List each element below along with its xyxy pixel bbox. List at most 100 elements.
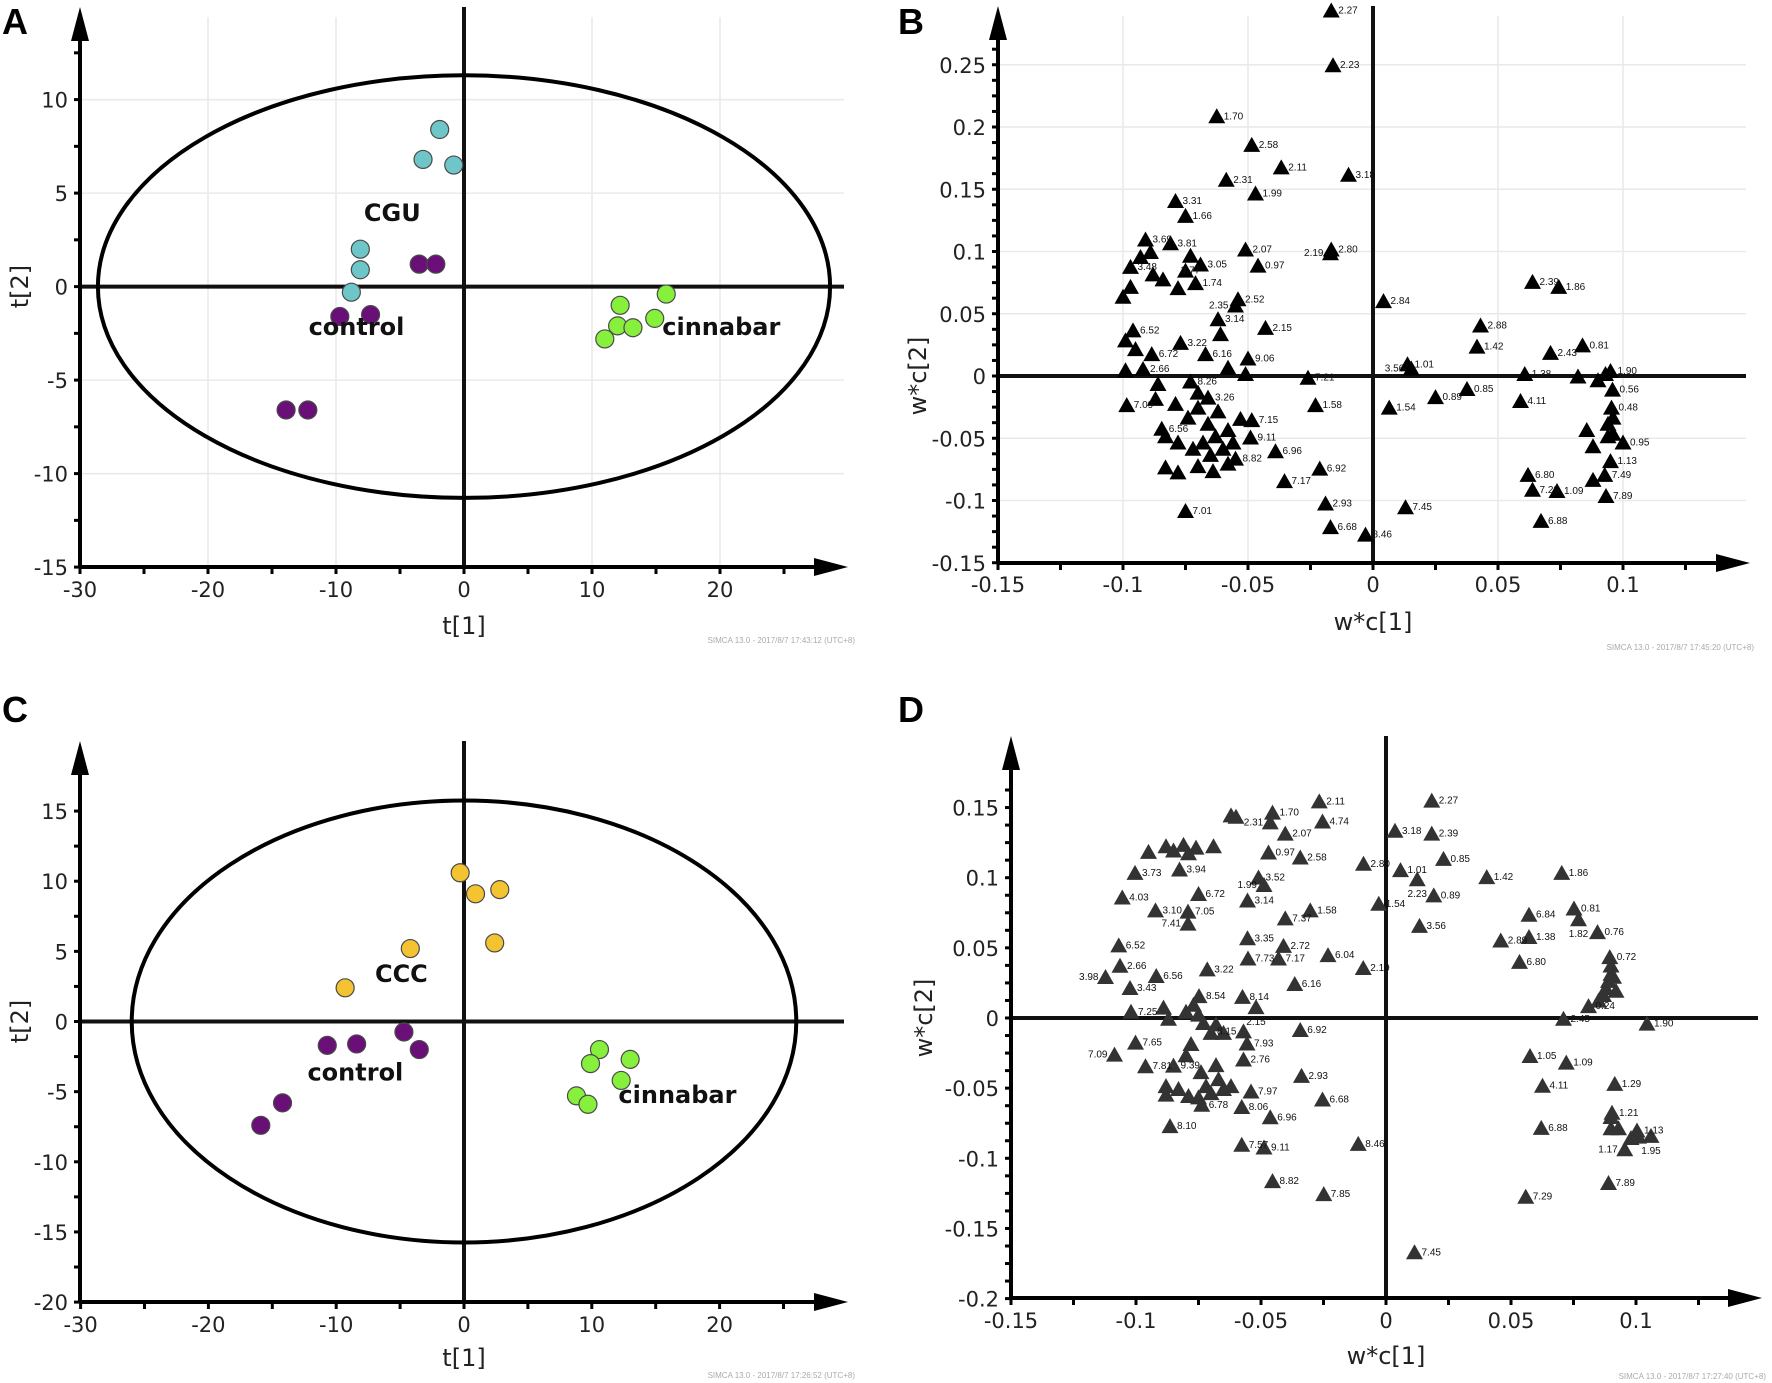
loading-triangle (1584, 471, 1602, 487)
loading-triangle (1553, 864, 1571, 880)
loading-triangle (1147, 390, 1164, 406)
loading-triangle (1157, 428, 1174, 444)
loading-triangle (1126, 864, 1144, 880)
loading-triangle (1249, 257, 1267, 273)
loading-label: 3.18 (1356, 170, 1376, 181)
loading-label: 9.39 (1181, 1061, 1201, 1072)
loading-label: 8.14 (1250, 992, 1270, 1003)
loading-triangle (1167, 395, 1184, 411)
loading-label: 7.97 (1258, 1086, 1278, 1097)
score-point (623, 318, 643, 338)
loading-triangle (1117, 362, 1134, 378)
x-tick-label: 0 (1379, 1309, 1392, 1333)
loading-triangle (1548, 483, 1566, 499)
loading-triangle (1542, 344, 1559, 360)
loading-triangle (1519, 466, 1537, 482)
loading-triangle (1427, 389, 1444, 405)
loading-triangle (1267, 443, 1284, 459)
loading-triangle (1169, 434, 1187, 450)
loading-triangle (1165, 842, 1182, 858)
score-point (595, 329, 615, 349)
loading-label: 0.85 (1451, 854, 1471, 865)
loading-label: 2.11 (1326, 796, 1345, 807)
loading-label: 2.93 (1309, 1071, 1329, 1082)
score-point (450, 863, 470, 883)
loading-triangle (1511, 953, 1528, 969)
loading-label: 2.88 (1488, 320, 1508, 331)
y-axis-arrow-icon (989, 6, 1007, 40)
loading-label: 2.93 (1333, 498, 1353, 509)
loading-triangle (1370, 895, 1388, 911)
loading-triangle (1199, 415, 1217, 431)
group-label: CCC (375, 960, 428, 988)
score-point (347, 1034, 367, 1054)
loading-label: 0.48 (1619, 403, 1639, 414)
y-tick-label: 10 (41, 89, 68, 113)
loading-triangle (1137, 231, 1154, 247)
loading-triangle (1340, 166, 1357, 182)
loading-triangle (1301, 902, 1319, 918)
loading-label: 9.11 (1258, 432, 1277, 443)
y-tick-label: 0 (973, 365, 986, 389)
loading-triangle (1293, 1067, 1310, 1083)
loading-label: 1.58 (1323, 400, 1343, 411)
loading-label: 2.66 (1150, 364, 1170, 375)
loading-triangle (1227, 808, 1245, 824)
loading-triangle (1322, 245, 1339, 261)
x-tick-label: -30 (63, 1313, 97, 1337)
loading-label: 2.23 (1340, 60, 1360, 71)
y-tick-label: 0 (986, 1007, 999, 1031)
loading-triangle (1468, 338, 1486, 354)
loading-triangle (1187, 275, 1204, 291)
y-tick-label: 0 (55, 276, 68, 300)
loading-label: 2.72 (1291, 941, 1311, 952)
loading-triangle (1555, 1010, 1572, 1026)
loading-label: 3.05 (1208, 259, 1228, 270)
loading-triangle (1570, 911, 1587, 927)
loading-triangle (1354, 960, 1372, 976)
loading-label: 1.54 (1386, 899, 1406, 910)
score-point (409, 1039, 429, 1060)
loading-triangle (1118, 397, 1136, 413)
loading-label: 3.81 (1178, 238, 1198, 249)
loading-label: 7.29 (1533, 1192, 1553, 1203)
loading-triangle (1171, 861, 1188, 877)
loading-triangle (1411, 917, 1428, 933)
loading-triangle (1222, 1078, 1240, 1094)
loading-label: 2.35 (1209, 301, 1229, 312)
x-tick-label: -0.05 (1234, 1309, 1288, 1333)
loading-triangle (1239, 930, 1256, 946)
loading-label: 1.29 (1622, 1079, 1642, 1090)
score-point (430, 119, 450, 140)
x-tick-label: 0 (457, 578, 470, 602)
loading-triangle (1157, 459, 1174, 475)
loading-label: 3.35 (1255, 933, 1275, 944)
loading-triangle (1127, 1034, 1144, 1050)
loading-triangle (1406, 1244, 1423, 1260)
loading-label: 1.86 (1569, 868, 1589, 879)
y-axis-title: t[2] (6, 1000, 34, 1043)
loading-label: 6.68 (1338, 522, 1358, 533)
loading-label: 4.74 (1330, 817, 1350, 828)
loading-triangle (1127, 341, 1144, 357)
loading-triangle (1117, 332, 1134, 348)
loading-label: 3.18 (1402, 826, 1422, 837)
loading-triangle (1202, 446, 1219, 462)
group-label: control (309, 313, 405, 341)
loading-triangle (1106, 1046, 1123, 1062)
loading-label: 6.80 (1527, 957, 1547, 968)
loading-triangle (1247, 999, 1265, 1015)
loading-label: 2.31 (1244, 817, 1264, 828)
y-tick-label: 5 (55, 182, 68, 206)
loading-label: 2.76 (1251, 1054, 1271, 1065)
loading-triangle (1275, 937, 1292, 953)
loading-triangle (1602, 957, 1620, 973)
loading-label: 3.98 (1079, 972, 1099, 983)
loading-triangle (1520, 906, 1538, 922)
loading-triangle (1317, 495, 1334, 511)
score-point (251, 1115, 271, 1135)
loading-triangle (1208, 108, 1226, 124)
loading-triangle (1605, 968, 1622, 984)
loading-label: 2.58 (1259, 140, 1279, 151)
